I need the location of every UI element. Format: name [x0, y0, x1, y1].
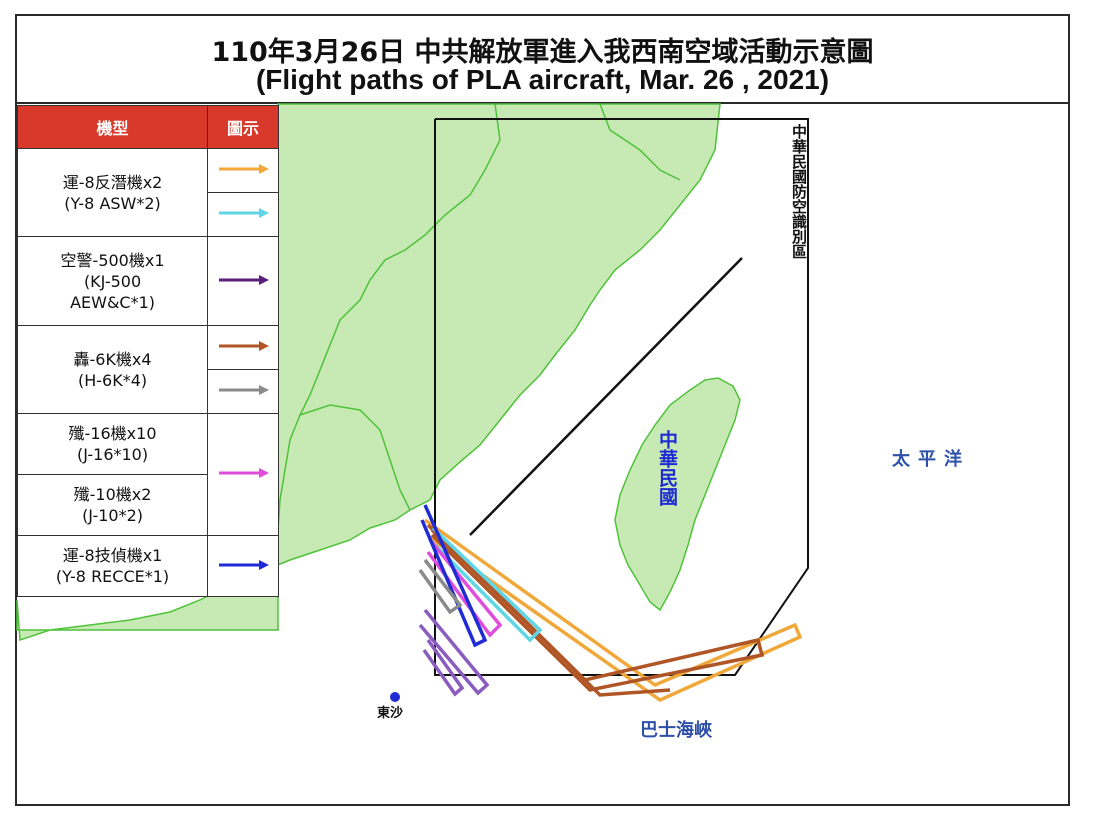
title-chinese: 110年3月26日 中共解放軍進入我西南空域活動示意圖: [211, 37, 874, 68]
flight-path-y8-asw-cyan: [428, 526, 543, 643]
legend-row-kj500: 空警-500機x1 (KJ-500 AEW&C*1): [16, 236, 279, 326]
legend-label-zh: 殲-16機x10: [68, 424, 157, 443]
flight-path-kj500-purple: [418, 608, 490, 696]
title-box: 110年3月26日 中共解放軍進入我西南空域活動示意圖 (Flight path…: [17, 16, 1068, 104]
legend-label-zh: 轟-6K機x4: [73, 349, 152, 369]
adiz-boundary: [434, 118, 809, 676]
legend-row-j16: 殲-16機x10 (J-16*10): [16, 413, 279, 536]
legend-row-recce: 運-8技偵機x1 (Y-8 RECCE*1): [16, 535, 279, 597]
taiwan-label: 中華民國: [656, 430, 678, 506]
legend-type-cell: 殲-16機x10 (J-16*10): [16, 413, 209, 475]
legend-label-en: (J-10*2): [82, 506, 144, 525]
legend-symbol-cell: [207, 413, 279, 536]
median-line: [469, 257, 743, 536]
flight-paths: [418, 504, 803, 703]
flight-path-recce-blue: [420, 504, 488, 648]
legend-row-y8-asw-b: [18, 192, 279, 237]
legend-row-h6k: 轟-6K機x4 (H-6K*4): [16, 325, 279, 414]
gray-arrow-icon: [219, 385, 270, 395]
province-border: [277, 439, 291, 531]
flight-path-h6k-gray: [418, 558, 463, 615]
legend-label-zh: 殲-10機x2: [73, 485, 152, 504]
blue-arrow-icon: [219, 559, 270, 570]
title-english: (Flight paths of PLA aircraft, Mar. 26 ,…: [255, 64, 830, 95]
province-border: [599, 103, 681, 181]
legend-symbol-cell: [207, 325, 279, 370]
flight-path-kj500-purple-b: [422, 638, 465, 697]
province-border: [299, 404, 411, 511]
legend-label-zh: 運-8技偵機x1: [62, 546, 163, 565]
legend-type-cell: 運-8反潛機x2 (Y-8 ASW*2): [16, 148, 209, 237]
legend-label-en-2: AEW&C*1): [70, 292, 156, 312]
flight-path-fighter-magenta: [426, 538, 503, 638]
legend-header-row: 機型 圖示: [16, 105, 279, 149]
legend-symbol-cell: [207, 236, 279, 326]
legend-symbol-cell: [207, 535, 279, 597]
legend-row-y8-asw: 運-8反潛機x2 (Y-8 ASW*2): [16, 148, 279, 237]
legend-label-en-1: (KJ-500: [83, 271, 142, 291]
province-border: [289, 103, 501, 441]
pacific-label: 太平洋: [892, 449, 970, 470]
legend-label-en: (Y-8 RECCE*1): [55, 567, 170, 586]
legend-row-j10: 殲-10機x2 (J-10*2): [16, 474, 279, 536]
legend-type-cell: 轟-6K機x4 (H-6K*4): [16, 325, 209, 414]
adiz-label: 中華民國防空識別區: [790, 124, 808, 259]
legend-label-zh: 空警-500機x1: [60, 250, 165, 270]
purple-arrow-icon: [219, 274, 270, 285]
legend-table: 機型 圖示 運-8反潛機x2 (Y-8 ASW*2) 空警-500機x1 (KJ…: [16, 105, 279, 597]
bashi-channel-label: 巴士海峽: [640, 720, 712, 741]
legend-symbol-cell: [207, 148, 279, 193]
legend-header-symbol: 圖示: [207, 105, 279, 149]
dongsha-label: 東沙: [377, 706, 404, 721]
legend-header-type: 機型: [16, 105, 209, 149]
taiwan-island: [614, 377, 741, 612]
legend-type-cell: 運-8技偵機x1 (Y-8 RECCE*1): [16, 535, 209, 597]
flight-path-h6k-brown-b: [430, 528, 671, 697]
brown-arrow-icon: [219, 341, 270, 351]
legend-label-en: (Y-8 ASW*2): [64, 193, 161, 213]
legend-type-cell: 殲-10機x2 (J-10*2): [16, 474, 209, 536]
orange-arrow-icon: [219, 164, 270, 174]
legend-label-zh: 運-8反潛機x2: [62, 172, 163, 192]
legend-symbol-cell: [207, 369, 279, 414]
flight-path-h6k-brown-a: [426, 523, 765, 692]
cyan-arrow-icon: [219, 208, 270, 218]
dongsha-marker: [390, 692, 400, 702]
legend-label-en: (J-16*10): [76, 445, 149, 464]
mainland-china-landmass: [16, 103, 721, 642]
magenta-arrow-icon: [219, 468, 270, 478]
legend-label-en: (H-6K*4): [77, 370, 148, 390]
legend-symbol-cell: [207, 192, 279, 237]
legend-type-cell: 空警-500機x1 (KJ-500 AEW&C*1): [16, 236, 209, 326]
